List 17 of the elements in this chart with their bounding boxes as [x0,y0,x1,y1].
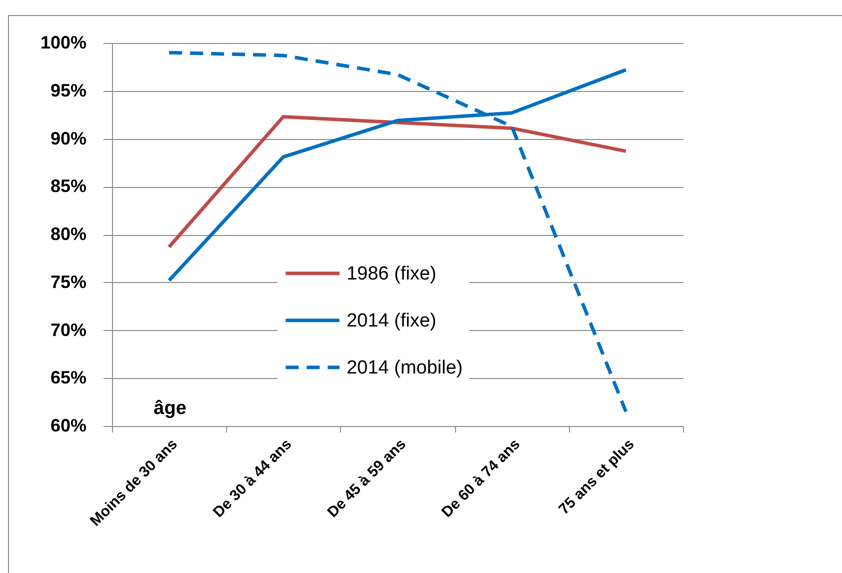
legend-label: 2014 (mobile) [346,357,463,378]
y-tick-label: 85% [50,176,86,196]
legend-label: 1986 (fixe) [346,263,436,284]
y-tick-label: 80% [50,224,86,244]
line-series [167,114,628,249]
y-tick-label: 75% [50,272,86,292]
x-tick-label: De 45 à 59 ans [324,436,410,521]
x-tick-label: De 30 à 44 ans [210,436,296,521]
y-tick-label: 95% [50,80,86,100]
y-tick-label: 100% [40,32,86,52]
x-tick-label: De 60 à 74 ans [438,436,524,521]
annotation: âge [154,398,186,419]
y-tick-label: 65% [50,368,86,388]
y-tick-label: 90% [50,128,86,148]
y-tick-label: 70% [50,320,86,340]
y-tick-label: 60% [50,416,86,436]
legend-label: 2014 (fixe) [346,310,436,332]
